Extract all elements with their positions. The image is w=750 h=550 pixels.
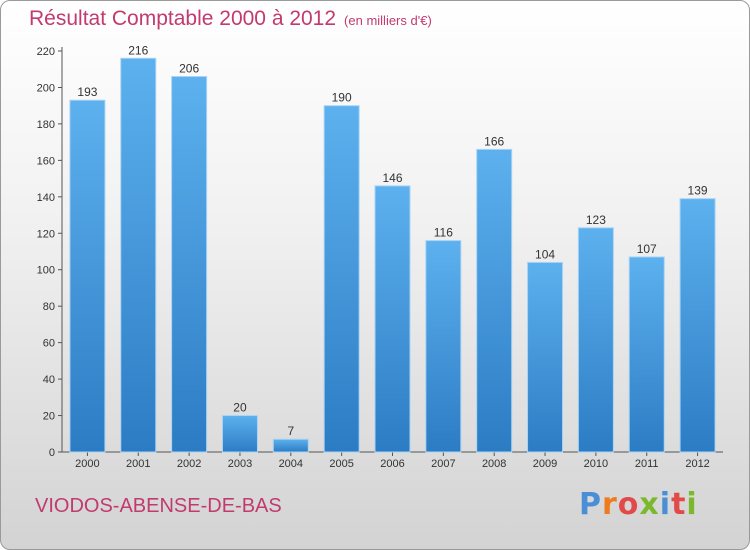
bar-2009 (527, 261, 564, 453)
bar-2012 (679, 198, 716, 453)
x-tick-label: 2004 (279, 458, 303, 470)
y-tick-label: 100 (37, 265, 55, 277)
proxiti-logo[interactable]: Proxiti (579, 487, 698, 522)
y-tick-label: 200 (37, 82, 55, 94)
y-tick-label: 160 (37, 155, 55, 167)
value-label: 107 (637, 242, 657, 256)
chart-subtitle: (en milliers d'€) (344, 13, 432, 28)
bar-2002 (171, 76, 208, 453)
x-tick-label: 2012 (685, 458, 709, 470)
value-label: 146 (382, 171, 402, 185)
y-tick-label: 120 (37, 228, 55, 240)
value-label: 7 (287, 424, 294, 438)
logo-letter: r (602, 487, 618, 522)
logo-letter: x (639, 487, 660, 522)
x-tick-label: 2000 (75, 458, 99, 470)
x-tick-label: 2003 (228, 458, 252, 470)
x-tick-label: 2009 (533, 458, 557, 470)
bar-2011 (628, 256, 665, 453)
y-tick-label: 60 (43, 338, 55, 350)
value-label: 116 (434, 226, 453, 240)
bar-2003 (221, 415, 258, 453)
x-tick-label: 2007 (431, 458, 455, 470)
bar-2001 (120, 57, 157, 453)
value-label: 123 (586, 213, 606, 227)
chart-title: Résultat Comptable 2000 à 2012 (en millie… (29, 7, 432, 31)
y-tick-label: 180 (37, 119, 55, 131)
y-tick-label: 140 (37, 192, 55, 204)
x-tick-label: 2011 (635, 458, 659, 470)
value-label: 206 (179, 62, 199, 76)
logo-letter: o (617, 487, 640, 522)
logo-letter: i (659, 487, 672, 522)
bar-2010 (577, 227, 614, 453)
value-label: 193 (77, 85, 97, 99)
x-tick-label: 2006 (380, 458, 404, 470)
value-label: 190 (332, 91, 352, 105)
y-tick-label: 80 (43, 301, 55, 313)
x-tick-label: 2001 (126, 458, 150, 470)
value-label: 139 (688, 184, 708, 198)
bar-2006 (374, 185, 411, 453)
bar-2007 (425, 240, 462, 453)
commune-name: VIODOS-ABENSE-DE-BAS (35, 495, 282, 517)
y-tick-label: 220 (37, 46, 55, 58)
logo-letter: t (671, 487, 687, 522)
bar-2005 (323, 105, 360, 453)
x-tick-label: 2005 (329, 458, 353, 470)
x-tick-label: 2010 (584, 458, 608, 470)
bars (69, 57, 716, 453)
logo-letter: i (686, 487, 698, 522)
x-tick-label: 2008 (482, 458, 506, 470)
value-label: 104 (535, 247, 555, 261)
bar-2004 (272, 438, 309, 453)
logo-letter: P (579, 487, 602, 522)
value-label: 216 (128, 43, 148, 57)
y-tick-label: 0 (49, 447, 55, 459)
y-tick-label: 40 (43, 374, 55, 386)
bar-2000 (69, 99, 106, 453)
chart-title-text: Résultat Comptable 2000 à 2012 (29, 7, 337, 30)
value-label: 166 (484, 134, 504, 148)
value-labels: 193 216 206 20 7 190 146 116 166 104 123 107 139 (77, 43, 708, 438)
x-tick-label: 2002 (177, 458, 201, 470)
bar-2008 (476, 148, 513, 453)
value-label: 20 (233, 401, 247, 415)
y-tick-label: 20 (43, 411, 55, 423)
